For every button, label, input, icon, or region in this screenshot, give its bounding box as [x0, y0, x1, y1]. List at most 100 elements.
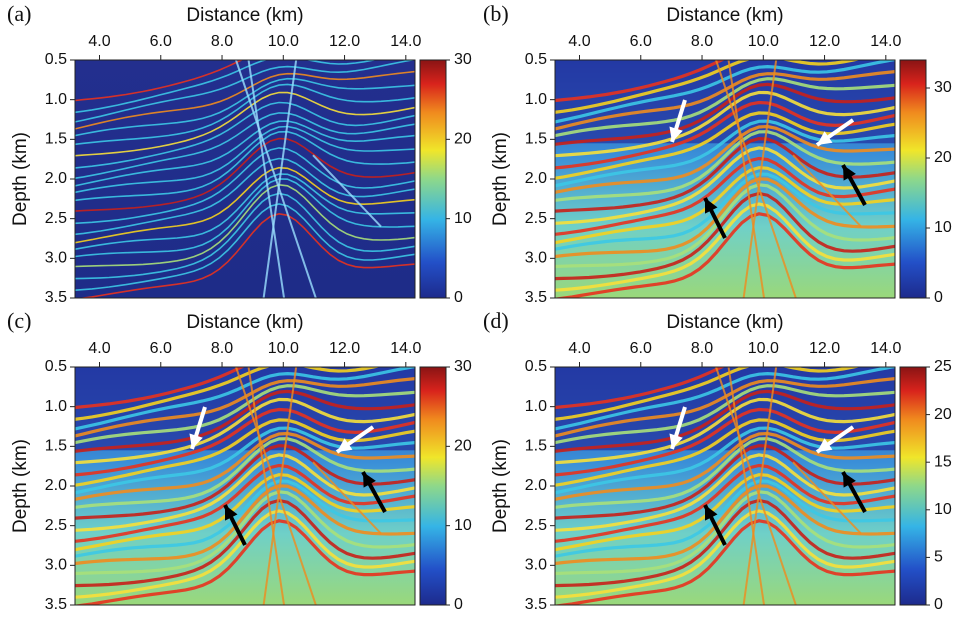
- reflector: [75, 367, 415, 431]
- reflector: [555, 367, 861, 421]
- y-tick-label: 3.0: [525, 557, 547, 574]
- y-tick-label: 2.0: [525, 170, 547, 187]
- reflector: [75, 418, 415, 487]
- fault: [262, 367, 298, 605]
- panel: 4.0 6.0 8.0 10.0 12.0 14.0 0.5 1.0 1.5 2.0 2.5 3.0 3…: [483, 1, 952, 306]
- y-tick-label: 1.5: [45, 131, 67, 148]
- y-tick-label: 3.5: [45, 289, 67, 306]
- panel-label: (b): [483, 1, 509, 26]
- reflector: [555, 367, 726, 410]
- reflector: [75, 60, 244, 102]
- reflector: [75, 125, 415, 194]
- panel-label: (c): [7, 308, 31, 333]
- panel: 4.0 6.0 8.0 10.0 12.0 14.0 0.5 1.0 1.5 2.0 2.5 3.0 3…: [7, 1, 472, 306]
- seismic-image: [555, 367, 895, 605]
- colorbar-tick-label: 10: [934, 219, 952, 236]
- y-tick-label: 0.5: [45, 358, 67, 375]
- fault: [792, 461, 862, 535]
- reflector: [555, 183, 895, 269]
- colorbar-tick-label: 15: [934, 453, 952, 470]
- colorbar-tick-label: 20: [454, 131, 472, 148]
- fault: [312, 154, 382, 228]
- reflector: [555, 191, 895, 281]
- colorbar-tick-label: 0: [934, 289, 943, 306]
- y-tick-label: 2.5: [45, 210, 67, 227]
- colorbar-tick-label: 30: [454, 358, 472, 375]
- reflector: [555, 111, 895, 180]
- reflector: [555, 519, 895, 605]
- fault: [247, 367, 286, 605]
- x-tick-label: 6.0: [150, 33, 172, 50]
- fault: [727, 60, 766, 298]
- reflector: [75, 443, 415, 520]
- reflector: [555, 367, 895, 431]
- y-tick-label: 2.0: [45, 170, 67, 187]
- y-tick-label: 2.5: [525, 210, 547, 227]
- x-tick-label: 8.0: [211, 33, 233, 50]
- reflector: [75, 431, 415, 501]
- reflector: [555, 130, 895, 202]
- y-tick-label: 1.5: [525, 438, 547, 455]
- y-axis-label: Depth (km): [490, 132, 511, 226]
- reflector: [75, 83, 415, 146]
- fault: [742, 60, 778, 298]
- x-tick-label: 4.0: [568, 340, 590, 357]
- reflector: [555, 453, 895, 532]
- colorbar-tick-label: 10: [454, 517, 472, 534]
- reflector: [555, 509, 895, 599]
- reflector: [555, 119, 895, 188]
- reflector: [555, 124, 895, 194]
- colorbar: [899, 59, 927, 299]
- reflector: [75, 101, 415, 169]
- x-tick-label: 10.0: [268, 340, 299, 357]
- x-tick-label: 6.0: [150, 340, 172, 357]
- reflector: [555, 443, 895, 520]
- black-arrow-head: [843, 165, 856, 181]
- reflector: [75, 157, 415, 236]
- y-tick-label: 1.5: [525, 131, 547, 148]
- image-background: [75, 60, 415, 298]
- reflector: [75, 437, 415, 509]
- y-tick-label: 2.0: [45, 477, 67, 494]
- colorbar-tick-label: 20: [934, 149, 952, 166]
- reflector: [555, 397, 895, 465]
- colorbar: [899, 366, 927, 606]
- x-tick-label: 4.0: [88, 33, 110, 50]
- colorbar-tick-label: 0: [934, 596, 943, 613]
- reflector: [75, 490, 415, 576]
- reflector: [75, 192, 415, 280]
- x-tick-label: 12.0: [809, 33, 840, 50]
- x-tick-label: 8.0: [691, 340, 713, 357]
- y-tick-label: 1.0: [45, 398, 67, 415]
- fault: [234, 60, 317, 298]
- x-tick-label: 14.0: [390, 33, 421, 50]
- x-tick-label: 6.0: [630, 33, 652, 50]
- reflector: [75, 178, 415, 258]
- white-arrow-head: [337, 438, 353, 452]
- white-arrow-head: [669, 126, 683, 142]
- reflector: [555, 77, 895, 138]
- y-tick-label: 0.5: [45, 51, 67, 68]
- reflector: [75, 484, 415, 566]
- reflector: [555, 384, 895, 445]
- y-tick-label: 0.5: [525, 51, 547, 68]
- reflector: [75, 60, 415, 123]
- reflector: [75, 173, 415, 250]
- reflector: [75, 389, 415, 453]
- y-tick-label: 1.0: [45, 91, 67, 108]
- panel: 4.0 6.0 8.0 10.0 12.0 14.0 0.5 1.0 1.5 2.0 2.5 3.0 3…: [7, 308, 472, 613]
- y-tick-label: 2.0: [525, 477, 547, 494]
- reflector: [75, 183, 415, 268]
- reflector: [555, 484, 895, 566]
- colorbar: [419, 366, 447, 606]
- fault: [727, 367, 766, 605]
- x-tick-label: 10.0: [748, 33, 779, 50]
- colorbar-tick-label: 20: [454, 438, 472, 455]
- colorbar-tick-label: 30: [454, 51, 472, 68]
- reflector: [555, 418, 895, 487]
- reflector: [555, 437, 895, 509]
- reflector: [75, 463, 415, 543]
- seismic-image: [75, 60, 415, 298]
- black-arrow-head: [705, 198, 718, 214]
